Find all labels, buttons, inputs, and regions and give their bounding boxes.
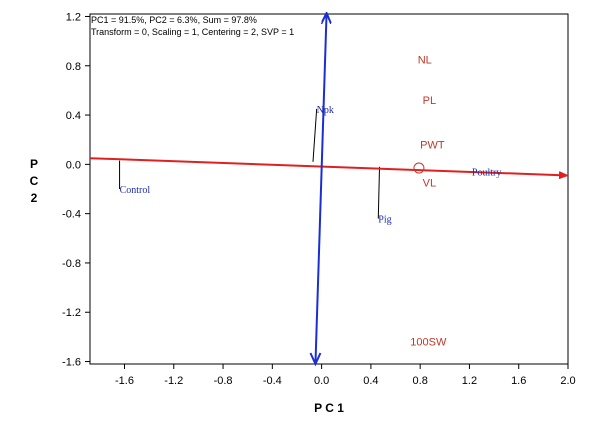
- trait-label: PWT: [420, 139, 445, 151]
- trait-label: PL: [423, 95, 436, 107]
- projection-line: [377, 166, 381, 219]
- trait-label: NL: [418, 54, 432, 66]
- x-axis-tick-labels: -1.6 -1.2 -0.8 -0.4 0.0 0.4 0.8 1.2 1.6 2.0: [115, 375, 576, 387]
- biplot-axes: [89, 14, 569, 367]
- ordinate-axis: [314, 14, 326, 365]
- y-tick-label: -0.4: [62, 209, 81, 221]
- genotype-label: Poultry: [472, 168, 501, 179]
- biplot-marks: NL PL PWT VL 100SW Control Npk Pig Poultry: [120, 54, 502, 348]
- y-tick-label: 0.8: [66, 61, 81, 73]
- y-axis-label-part: P: [30, 157, 38, 171]
- x-tick-label: 1.2: [462, 375, 477, 387]
- x-tick-label: -1.6: [115, 375, 134, 387]
- average-environment-axis: [89, 157, 569, 180]
- genotype-label: Pig: [378, 215, 391, 226]
- trait-label: VL: [423, 178, 436, 190]
- x-tick-label: 0.4: [363, 375, 378, 387]
- trait-label: 100SW: [410, 337, 447, 349]
- y-tick-label: 0.4: [66, 110, 81, 122]
- x-tick-label: -0.4: [263, 375, 282, 387]
- y-tick-label: 0.0: [66, 159, 81, 171]
- projection-lines: [119, 108, 381, 219]
- y-tick-label: -0.8: [62, 258, 81, 270]
- x-axis-ticks: [123, 364, 569, 369]
- genotype-label: Npk: [317, 105, 334, 116]
- plot-frame: [89, 13, 569, 365]
- genotype-label: Control: [120, 185, 151, 196]
- x-tick-label: 1.6: [511, 375, 526, 387]
- x-axis-label: P C 1: [314, 401, 344, 415]
- ordinate-axis-arrowhead: [309, 352, 322, 367]
- y-axis-label-part: 2: [31, 191, 38, 205]
- y-axis-label: P C 2: [30, 157, 39, 205]
- y-tick-label: -1.6: [62, 357, 81, 369]
- y-axis-ticks: [85, 15, 90, 363]
- y-tick-label: 1.2: [66, 11, 81, 23]
- y-tick-label: -1.2: [62, 307, 81, 319]
- y-axis-tick-labels: 1.2 0.8 0.4 0.0 -0.4 -0.8 -1.2 -1.6: [62, 11, 81, 368]
- x-tick-label: -0.8: [214, 375, 233, 387]
- info-line-2: Transform = 0, Scaling = 1, Centering = …: [91, 27, 294, 37]
- info-line-1: PC1 = 91.5%, PC2 = 6.3%, Sum = 97.8%: [91, 15, 257, 25]
- x-tick-label: -1.2: [164, 375, 183, 387]
- x-tick-label: 2.0: [560, 375, 575, 387]
- x-tick-label: 0.0: [314, 375, 329, 387]
- x-tick-label: 0.8: [413, 375, 428, 387]
- projection-line: [312, 108, 318, 162]
- average-environment-point: [413, 162, 425, 174]
- y-axis-label-part: C: [30, 174, 39, 188]
